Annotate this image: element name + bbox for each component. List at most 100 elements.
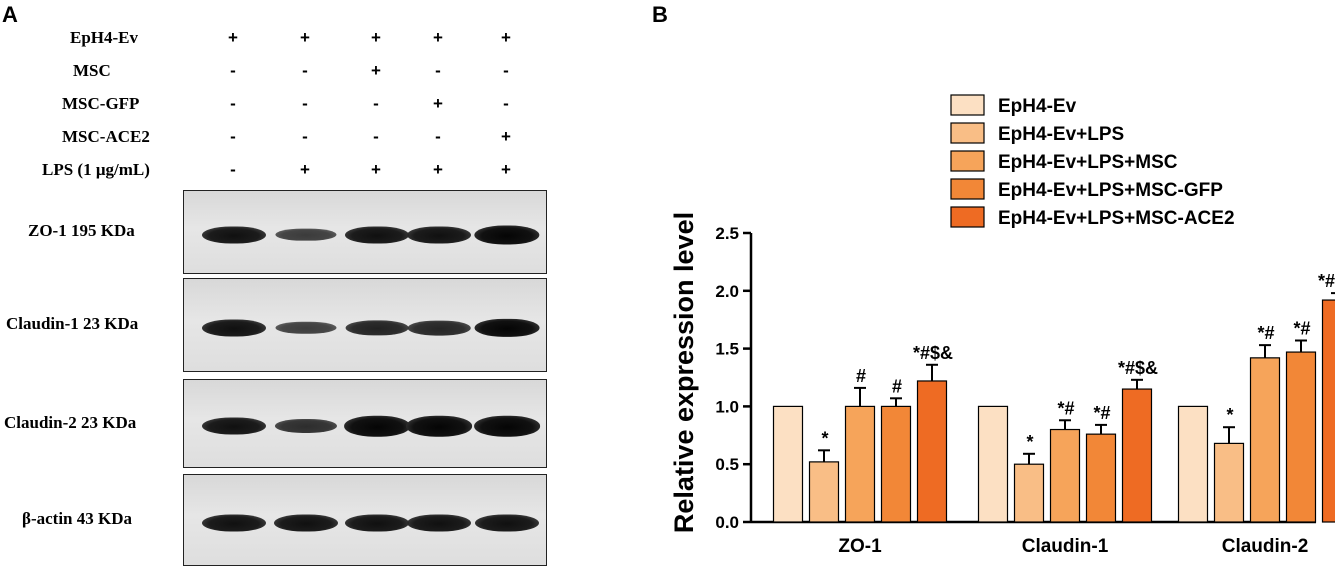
condition-sign: - <box>435 127 441 146</box>
y-tick-label: 2.0 <box>715 282 739 301</box>
blot-label: ZO-1 195 KDa <box>28 221 135 240</box>
condition-sign: + <box>433 28 443 47</box>
legend-swatch <box>950 178 985 200</box>
blot-band <box>345 514 409 532</box>
bar <box>1121 388 1153 523</box>
condition-sign: - <box>503 61 509 80</box>
blot-band <box>202 514 266 532</box>
blot-label: Claudin-2 23 KDa <box>4 412 137 432</box>
bar <box>1177 405 1209 523</box>
blot-band <box>474 318 540 338</box>
bar <box>1013 463 1045 523</box>
significance-label: *#$& <box>913 343 953 363</box>
bar <box>1213 442 1245 523</box>
blot-band <box>475 514 539 532</box>
blot-band <box>344 415 410 437</box>
blot-label: β-actin 43 KDa <box>22 509 133 528</box>
blot-band <box>275 321 337 335</box>
y-tick-label: 1.5 <box>715 340 739 359</box>
condition-sign: + <box>371 160 381 179</box>
significance-label: *# <box>1093 403 1110 423</box>
bar <box>808 461 840 523</box>
blot-band <box>407 514 471 532</box>
blot-label: Claudin-1 23 KDa <box>6 314 139 333</box>
bar <box>916 380 948 523</box>
legend-swatch <box>950 206 985 228</box>
legend-label: EpH4-Ev+LPS+MSC <box>998 152 1178 173</box>
significance-label: *# <box>1257 323 1274 343</box>
legend-swatch <box>950 94 985 116</box>
significance-label: * <box>1026 432 1033 452</box>
significance-label: # <box>856 366 866 386</box>
blot-band <box>474 225 540 245</box>
x-tick-label: ZO-1 <box>838 536 882 557</box>
condition-label: LPS (1 μg/mL) <box>42 160 150 179</box>
x-tick-label: Claudin-1 <box>1022 536 1109 557</box>
significance-label: *# <box>1293 319 1310 339</box>
blot-image <box>183 278 547 372</box>
blot-band <box>275 228 337 242</box>
condition-sign: + <box>371 28 381 47</box>
condition-sign: - <box>302 94 308 113</box>
condition-label: MSC-ACE2 <box>62 127 150 146</box>
x-tick-label: Claudin-2 <box>1222 536 1309 557</box>
legend-label: EpH4-Ev+LPS <box>998 124 1124 145</box>
blot-image <box>183 190 547 274</box>
blot-band <box>406 415 472 437</box>
condition-sign: - <box>230 94 236 113</box>
blot-band <box>345 226 409 244</box>
bar <box>977 405 1009 523</box>
blot-image <box>183 474 547 566</box>
y-tick-label: 0.5 <box>715 455 739 474</box>
blot-band <box>202 417 266 435</box>
condition-sign: + <box>371 61 381 80</box>
bar <box>772 405 804 523</box>
significance-label: * <box>1226 405 1233 425</box>
legend-swatch <box>950 150 985 172</box>
legend-label: EpH4-Ev <box>998 96 1077 117</box>
legend-swatch <box>950 122 985 144</box>
bar <box>1249 357 1281 523</box>
legend-label: EpH4-Ev+LPS+MSC-ACE2 <box>998 208 1235 229</box>
y-tick-label: 0.0 <box>715 513 739 532</box>
condition-sign: - <box>302 61 308 80</box>
significance-label: # <box>892 376 902 396</box>
condition-sign: + <box>501 127 511 146</box>
condition-sign: + <box>501 160 511 179</box>
condition-sign: - <box>230 61 236 80</box>
panel-a-label: A <box>2 2 18 27</box>
blot-band <box>474 415 540 437</box>
bar <box>880 405 912 523</box>
condition-sign: + <box>433 160 443 179</box>
condition-label: EpH4-Ev <box>70 28 139 47</box>
condition-sign: + <box>433 94 443 113</box>
significance-label: *#$& <box>1318 271 1335 291</box>
condition-sign: + <box>501 28 511 47</box>
bar <box>844 405 876 523</box>
y-tick-label: 2.5 <box>715 224 739 243</box>
blot-band <box>202 319 266 337</box>
blot-band <box>202 226 266 244</box>
bar <box>1085 433 1117 523</box>
bar <box>1321 299 1335 523</box>
blot-band <box>274 514 338 532</box>
significance-label: *#$& <box>1118 358 1158 378</box>
significance-label: *# <box>1057 398 1074 418</box>
blot-band <box>274 419 338 434</box>
condition-sign: - <box>373 127 379 146</box>
blot-band <box>407 320 471 336</box>
blot-band <box>407 226 471 244</box>
condition-label: MSC-GFP <box>62 94 140 113</box>
y-tick-label: 1.0 <box>715 397 739 416</box>
panel-b-label: B <box>652 2 668 27</box>
blot-band <box>345 320 409 336</box>
condition-label: MSC <box>73 61 111 80</box>
condition-sign: - <box>435 61 441 80</box>
condition-sign: + <box>228 28 238 47</box>
significance-label: * <box>821 428 828 448</box>
condition-sign: + <box>300 160 310 179</box>
legend-label: EpH4-Ev+LPS+MSC-GFP <box>998 180 1223 201</box>
condition-sign: - <box>230 160 236 179</box>
bar <box>1285 351 1317 523</box>
